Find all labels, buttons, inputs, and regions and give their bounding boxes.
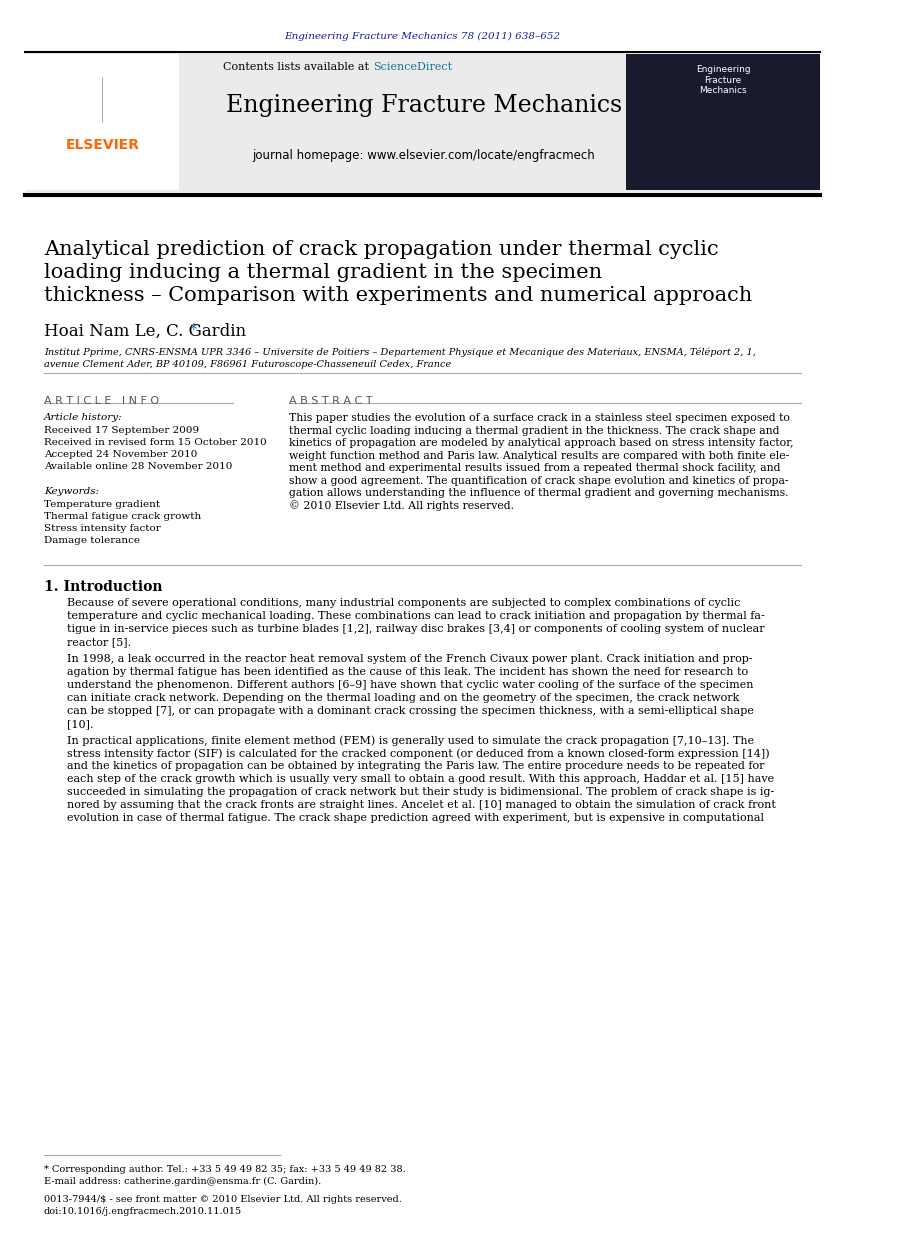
Text: Thermal fatigue crack growth: Thermal fatigue crack growth [44,513,201,521]
Text: In practical applications, finite element method (FEM) is generally used to simu: In practical applications, finite elemen… [67,735,755,745]
Text: Available online 28 November 2010: Available online 28 November 2010 [44,462,232,470]
Text: ELSEVIER: ELSEVIER [65,137,140,152]
Text: can initiate crack network. Depending on the thermal loading and on the geometry: can initiate crack network. Depending on… [67,693,739,703]
Text: agation by thermal fatigue has been identified as the cause of this leak. The in: agation by thermal fatigue has been iden… [67,667,748,677]
Text: Damage tolerance: Damage tolerance [44,536,140,545]
Text: Hoai Nam Le, C. Gardin: Hoai Nam Le, C. Gardin [44,323,246,340]
Text: kinetics of propagation are modeled by analytical approach based on stress inten: kinetics of propagation are modeled by a… [289,438,794,448]
Text: Engineering Fracture Mechanics 78 (2011) 638–652: Engineering Fracture Mechanics 78 (2011)… [285,31,561,41]
Text: A B S T R A C T: A B S T R A C T [289,396,373,406]
Text: E-mail address: catherine.gardin@ensma.fr (C. Gardin).: E-mail address: catherine.gardin@ensma.f… [44,1177,321,1186]
Text: 1. Introduction: 1. Introduction [44,579,162,594]
Text: © 2010 Elsevier Ltd. All rights reserved.: © 2010 Elsevier Ltd. All rights reserved… [289,500,514,511]
Text: [10].: [10]. [67,719,93,729]
Text: thermal cyclic loading inducing a thermal gradient in the thickness. The crack s: thermal cyclic loading inducing a therma… [289,426,779,436]
Text: Analytical prediction of crack propagation under thermal cyclic: Analytical prediction of crack propagati… [44,240,718,259]
Text: Engineering
Fracture
Mechanics: Engineering Fracture Mechanics [696,66,750,95]
Text: loading inducing a thermal gradient in the specimen: loading inducing a thermal gradient in t… [44,262,602,282]
Text: evolution in case of thermal fatigue. The crack shape prediction agreed with exp: evolution in case of thermal fatigue. Th… [67,813,764,823]
Text: Temperature gradient: Temperature gradient [44,500,160,509]
Text: thickness – Comparison with experiments and numerical approach: thickness – Comparison with experiments … [44,286,752,305]
FancyBboxPatch shape [25,52,820,192]
Text: This paper studies the evolution of a surface crack in a stainless steel specime: This paper studies the evolution of a su… [289,413,790,423]
FancyBboxPatch shape [25,54,179,189]
Text: journal homepage: www.elsevier.com/locate/engfracmech: journal homepage: www.elsevier.com/locat… [253,149,595,161]
Text: * Corresponding author. Tel.: +33 5 49 49 82 35; fax: +33 5 49 49 82 38.: * Corresponding author. Tel.: +33 5 49 4… [44,1165,405,1174]
Text: ScienceDirect: ScienceDirect [373,62,452,72]
Text: Because of severe operational conditions, many industrial components are subject: Because of severe operational conditions… [67,598,740,608]
Text: ment method and experimental results issued from a repeated thermal shock facili: ment method and experimental results iss… [289,463,780,473]
Text: Contents lists available at: Contents lists available at [223,62,373,72]
Text: reactor [5].: reactor [5]. [67,638,132,647]
Text: tigue in in-service pieces such as turbine blades [1,2], railway disc brakes [3,: tigue in in-service pieces such as turbi… [67,624,765,634]
Text: 0013-7944/$ - see front matter © 2010 Elsevier Ltd. All rights reserved.: 0013-7944/$ - see front matter © 2010 El… [44,1195,402,1205]
Text: *: * [186,323,198,337]
Text: show a good agreement. The quantification of crack shape evolution and kinetics : show a good agreement. The quantificatio… [289,475,788,485]
Text: each step of the crack growth which is usually very small to obtain a good resul: each step of the crack growth which is u… [67,774,775,784]
Text: temperature and cyclic mechanical loading. These combinations can lead to crack : temperature and cyclic mechanical loadin… [67,612,765,621]
FancyBboxPatch shape [626,54,820,189]
Text: Accepted 24 November 2010: Accepted 24 November 2010 [44,449,197,459]
Text: gation allows understanding the influence of thermal gradient and governing mech: gation allows understanding the influenc… [289,488,788,498]
Text: Stress intensity factor: Stress intensity factor [44,524,161,534]
Text: succeeded in simulating the propagation of crack network but their study is bidi: succeeded in simulating the propagation … [67,787,775,797]
Text: Keywords:: Keywords: [44,487,99,496]
Text: can be stopped [7], or can propagate with a dominant crack crossing the specimen: can be stopped [7], or can propagate wit… [67,706,754,716]
Text: avenue Clement Ader, BP 40109, F86961 Futuroscope-Chasseneuil Cedex, France: avenue Clement Ader, BP 40109, F86961 Fu… [44,360,451,369]
Text: weight function method and Paris law. Analytical results are compared with both : weight function method and Paris law. An… [289,451,789,461]
Text: understand the phenomenon. Different authors [6–9] have shown that cyclic water : understand the phenomenon. Different aut… [67,680,754,690]
Text: nored by assuming that the crack fronts are straight lines. Ancelet et al. [10] : nored by assuming that the crack fronts … [67,800,776,810]
Text: Received in revised form 15 October 2010: Received in revised form 15 October 2010 [44,438,267,447]
Text: and the kinetics of propagation can be obtained by integrating the Paris law. Th: and the kinetics of propagation can be o… [67,761,765,771]
Text: doi:10.1016/j.engfracmech.2010.11.015: doi:10.1016/j.engfracmech.2010.11.015 [44,1207,242,1216]
Text: Institut Pprime, CNRS-ENSMA UPR 3346 – Universite de Poitiers – Departement Phys: Institut Pprime, CNRS-ENSMA UPR 3346 – U… [44,347,756,357]
Text: A R T I C L E   I N F O: A R T I C L E I N F O [44,396,159,406]
Text: Engineering Fracture Mechanics: Engineering Fracture Mechanics [226,94,622,116]
Text: Article history:: Article history: [44,413,122,422]
Text: In 1998, a leak occurred in the reactor heat removal system of the French Civaux: In 1998, a leak occurred in the reactor … [67,654,753,664]
Text: stress intensity factor (SIF) is calculated for the cracked component (or deduce: stress intensity factor (SIF) is calcula… [67,748,770,759]
Text: Received 17 September 2009: Received 17 September 2009 [44,426,199,435]
